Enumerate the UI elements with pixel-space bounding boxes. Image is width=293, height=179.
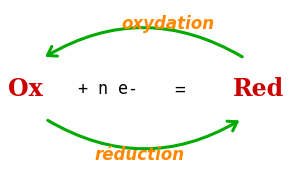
FancyArrowPatch shape — [48, 120, 237, 149]
Text: =: = — [174, 81, 185, 98]
Text: réduction: réduction — [94, 146, 184, 164]
Text: + n e-: + n e- — [78, 81, 138, 98]
FancyArrowPatch shape — [47, 28, 242, 57]
Text: oxydation: oxydation — [121, 15, 214, 33]
Text: Ox: Ox — [8, 78, 43, 101]
Text: Red: Red — [233, 78, 285, 101]
